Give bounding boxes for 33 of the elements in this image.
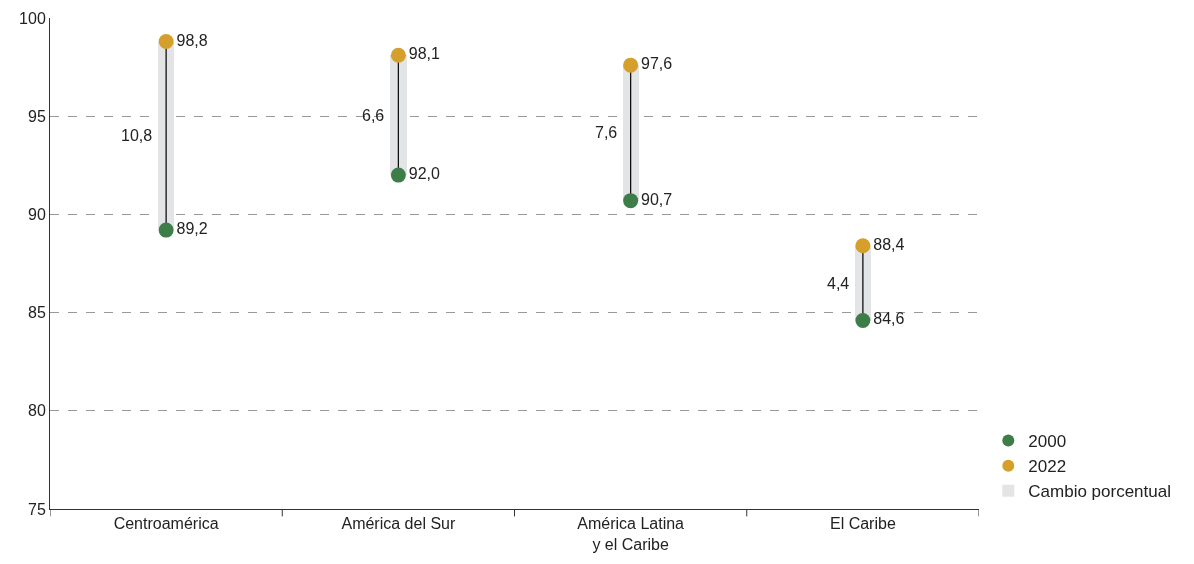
y-tick-label: 100 <box>19 9 46 27</box>
data-label: 89,2 <box>176 220 208 238</box>
legend-label: Cambio porcentual <box>1028 482 1171 502</box>
annotation: 4,4 <box>827 275 850 292</box>
annotation: 10,8 <box>121 127 153 144</box>
point <box>623 57 639 73</box>
legend-label: 2000 <box>1028 432 1067 452</box>
point <box>855 312 871 328</box>
data-label: 98,1 <box>408 45 440 63</box>
data-label: 84,6 <box>873 310 905 328</box>
point <box>855 238 871 254</box>
point <box>390 47 406 63</box>
x-tick-label: El Caribe <box>829 515 896 533</box>
annotation: 7,6 <box>595 124 618 141</box>
data-label: 98,8 <box>176 31 208 49</box>
point <box>158 222 174 238</box>
data-label: 97,6 <box>641 55 673 73</box>
y-tick-label: 80 <box>28 402 46 420</box>
legend-label: 2022 <box>1028 457 1067 477</box>
y-tick-label: 95 <box>28 107 46 125</box>
data-label: 90,7 <box>641 190 673 208</box>
data-label: 88,4 <box>873 235 905 253</box>
point <box>390 167 406 183</box>
x-tick-label: América del Sur <box>341 515 456 533</box>
point <box>623 193 639 209</box>
x-tick-label: América Latina y el Caribe <box>577 515 685 553</box>
y-tick-label: 85 <box>28 304 46 322</box>
annotation: 6,6 <box>362 107 385 124</box>
x-tick-label: Centroamérica <box>113 515 219 533</box>
point <box>158 34 174 50</box>
y-tick-label: 90 <box>28 206 46 223</box>
data-label: 92,0 <box>408 165 440 183</box>
y-tick-label: 75 <box>28 500 46 518</box>
